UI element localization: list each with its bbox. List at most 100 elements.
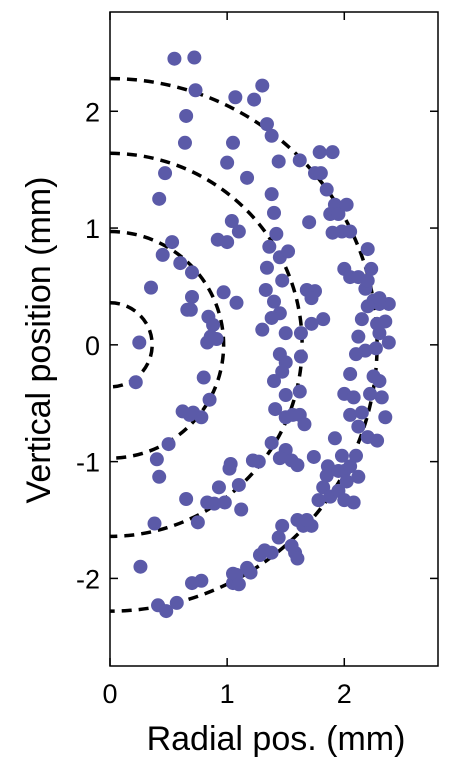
data-point xyxy=(231,224,246,239)
data-point xyxy=(179,491,194,506)
data-point xyxy=(267,374,281,389)
data-point xyxy=(234,502,249,517)
y-tick-label: 0 xyxy=(85,331,100,361)
data-point xyxy=(196,370,211,385)
data-point xyxy=(177,135,192,150)
data-point xyxy=(302,215,317,230)
data-point xyxy=(224,214,239,229)
data-point xyxy=(264,187,279,202)
data-point xyxy=(228,90,243,105)
data-point xyxy=(144,280,158,295)
data-point xyxy=(334,448,349,463)
data-point xyxy=(278,388,293,403)
data-point xyxy=(169,595,184,610)
data-point xyxy=(354,405,369,420)
y-axis-label: Vertical position (mm) xyxy=(20,177,58,504)
data-point xyxy=(264,310,279,325)
data-point xyxy=(258,282,273,297)
data-point xyxy=(185,576,199,591)
data-point xyxy=(343,367,358,382)
data-point xyxy=(185,289,199,304)
data-point xyxy=(316,312,331,327)
y-tick-label: 2 xyxy=(85,97,100,127)
data-point xyxy=(200,495,215,510)
data-point xyxy=(319,182,334,197)
data-point xyxy=(180,302,195,317)
data-point xyxy=(231,477,246,492)
data-point xyxy=(165,235,180,250)
data-point xyxy=(206,317,221,332)
data-point xyxy=(240,170,255,185)
data-point xyxy=(211,480,226,495)
data-point xyxy=(216,285,231,300)
data-point xyxy=(325,225,340,240)
data-point xyxy=(304,316,319,331)
data-point xyxy=(272,451,287,466)
data-point xyxy=(378,410,393,425)
data-point xyxy=(290,551,305,566)
data-point xyxy=(243,565,258,580)
data-point xyxy=(351,469,366,484)
data-point xyxy=(372,291,387,306)
data-point xyxy=(264,128,279,143)
data-point xyxy=(331,207,346,222)
data-point xyxy=(188,83,203,98)
data-point xyxy=(262,239,277,254)
data-point xyxy=(187,50,202,65)
data-point xyxy=(293,349,308,364)
dashed-arcs xyxy=(109,76,379,613)
data-point xyxy=(271,154,286,169)
data-point xyxy=(159,604,174,619)
data-point xyxy=(202,392,217,407)
plot-area xyxy=(109,11,439,667)
dashed-arc-3 xyxy=(109,151,304,539)
data-point xyxy=(351,329,366,344)
data-points xyxy=(128,50,396,619)
data-point xyxy=(179,108,194,123)
data-point xyxy=(325,145,340,160)
data-point xyxy=(149,452,164,467)
data-point xyxy=(313,166,328,181)
data-point xyxy=(364,261,379,276)
data-point xyxy=(293,326,308,341)
data-point xyxy=(231,577,246,592)
data-point xyxy=(259,117,274,132)
data-point xyxy=(264,545,279,560)
data-point xyxy=(278,326,293,341)
data-point xyxy=(152,191,167,206)
data-point xyxy=(275,273,290,288)
data-point xyxy=(173,256,188,271)
data-point xyxy=(190,515,205,530)
x-tick-label: 1 xyxy=(220,679,235,709)
data-point xyxy=(372,326,387,341)
data-point xyxy=(161,437,176,452)
data-point xyxy=(360,430,375,445)
data-point xyxy=(349,347,363,362)
data-point xyxy=(297,417,312,432)
data-point xyxy=(360,242,375,257)
y-tick-label: -1 xyxy=(76,448,100,478)
data-point xyxy=(374,390,389,405)
data-point xyxy=(337,493,352,508)
data-point xyxy=(209,332,224,346)
data-point xyxy=(312,145,327,160)
data-point xyxy=(354,312,369,327)
data-point xyxy=(133,559,148,574)
data-point xyxy=(259,260,274,275)
data-point xyxy=(217,495,232,510)
data-point xyxy=(147,516,162,531)
data-point xyxy=(155,247,170,262)
data-point xyxy=(252,548,267,563)
data-point xyxy=(292,384,307,399)
data-point xyxy=(343,224,358,239)
data-point xyxy=(327,431,342,446)
dashed-arc-2 xyxy=(109,229,226,460)
data-point xyxy=(182,407,197,422)
data-point xyxy=(268,402,283,417)
data-point xyxy=(346,390,361,405)
data-point xyxy=(351,419,366,434)
data-point xyxy=(349,448,363,463)
data-point xyxy=(363,386,378,401)
data-point xyxy=(292,153,307,168)
